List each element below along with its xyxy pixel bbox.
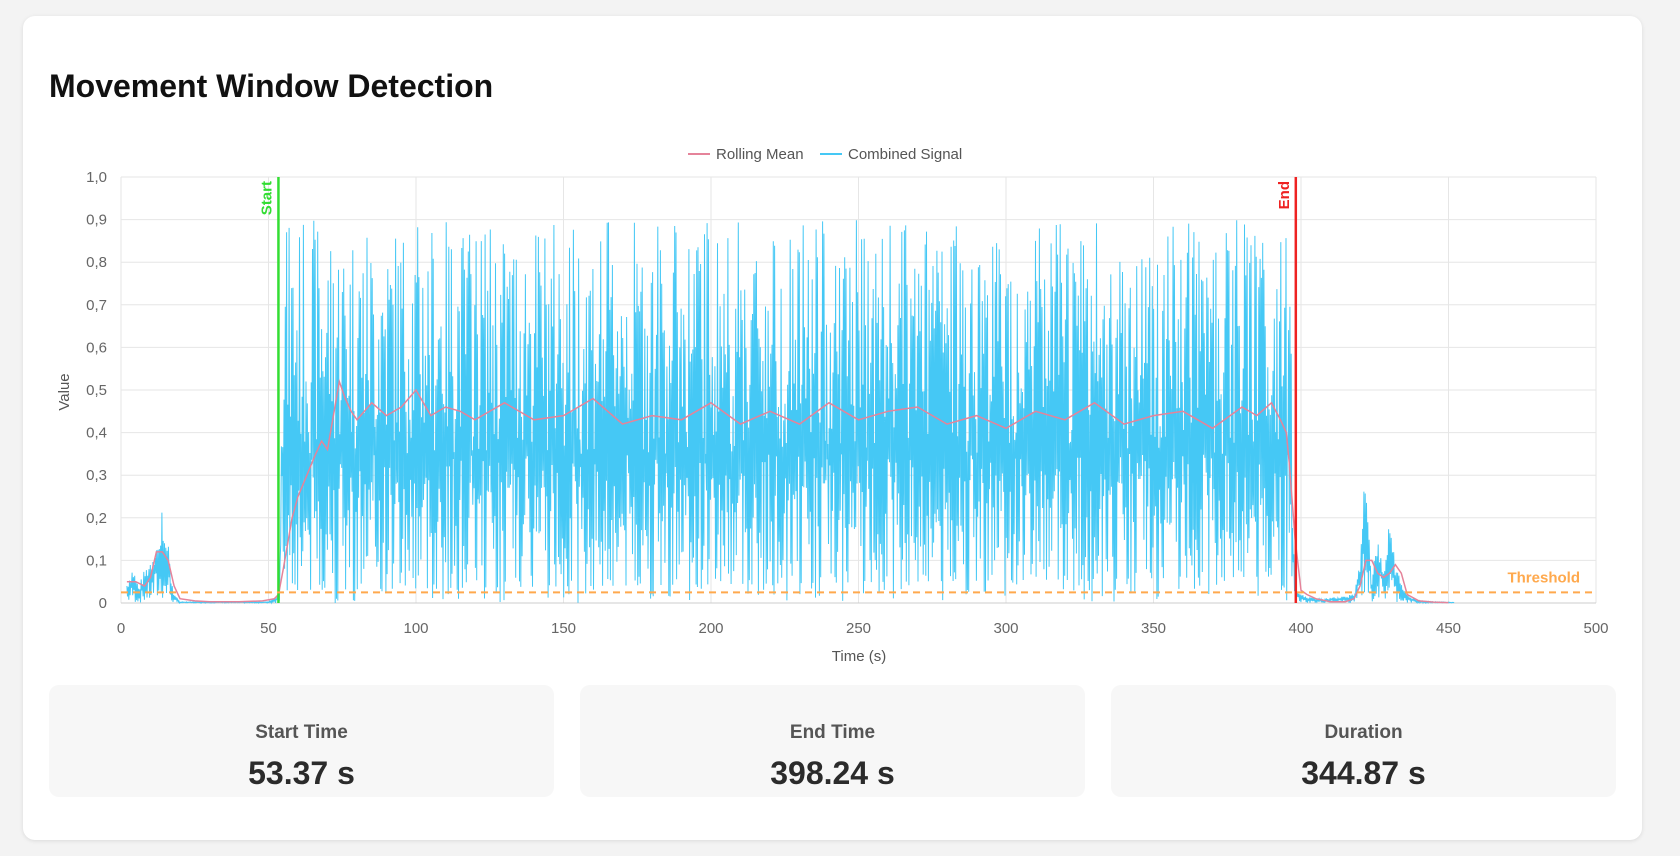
x-tick-label: 250 [846, 620, 871, 637]
y-tick-label: 0,2 [86, 510, 107, 527]
stat-card-duration: Duration 344.87 s [1111, 685, 1616, 797]
stat-value: 398.24 s [770, 755, 895, 791]
chart-legend: Rolling Mean Combined Signal [688, 146, 962, 163]
x-tick-label: 100 [403, 620, 428, 637]
combined-signal-series [126, 220, 1455, 605]
stat-label: End Time [789, 722, 876, 743]
x-tick-label: 200 [698, 620, 723, 637]
x-tick-label: 400 [1288, 620, 1313, 637]
y-tick-label: 0,9 [86, 212, 107, 229]
y-axis-ticks: 0 0,1 0,2 0,3 0,4 0,5 0,6 0,7 0,8 0,9 1,0 [86, 169, 107, 612]
y-tick-label: 0,6 [86, 339, 107, 356]
start-marker-label: Start [258, 181, 275, 215]
stat-value: 53.37 s [248, 755, 355, 791]
stat-label: Start Time [255, 722, 348, 743]
stat-label: Duration [1324, 722, 1403, 743]
x-tick-label: 300 [993, 620, 1018, 637]
x-tick-label: 50 [260, 620, 277, 637]
x-axis-label: Time (s) [832, 648, 886, 665]
legend-label-rolling-mean: Rolling Mean [716, 146, 804, 163]
y-tick-label: 0,1 [86, 552, 107, 569]
stat-card-end-time: End Time 398.24 s [580, 685, 1085, 797]
y-tick-label: 0,4 [86, 425, 107, 442]
x-tick-label: 500 [1583, 620, 1608, 637]
y-tick-label: 0,7 [86, 297, 107, 314]
legend-label-combined-signal: Combined Signal [848, 146, 962, 163]
y-tick-label: 0 [99, 595, 107, 612]
threshold-label: Threshold [1507, 569, 1580, 586]
chart-annotations: Start End Threshold [121, 177, 1596, 603]
x-tick-label: 450 [1436, 620, 1461, 637]
x-tick-label: 350 [1141, 620, 1166, 637]
y-tick-label: 0,5 [86, 382, 107, 399]
x-axis-ticks: 0 50 100 150 200 250 300 350 400 450 500 [117, 620, 1609, 637]
stat-card-start-time: Start Time 53.37 s [49, 685, 554, 797]
stat-value: 344.87 s [1301, 755, 1426, 791]
y-axis-label: Value [56, 373, 73, 410]
end-marker-label: End [1276, 181, 1293, 209]
y-tick-label: 0,8 [86, 254, 107, 271]
y-tick-label: 1,0 [86, 169, 107, 186]
combined-signal-line [126, 220, 1455, 605]
y-tick-label: 0,3 [86, 467, 107, 484]
x-tick-label: 0 [117, 620, 125, 637]
page-title: Movement Window Detection [49, 68, 494, 104]
x-tick-label: 150 [551, 620, 576, 637]
